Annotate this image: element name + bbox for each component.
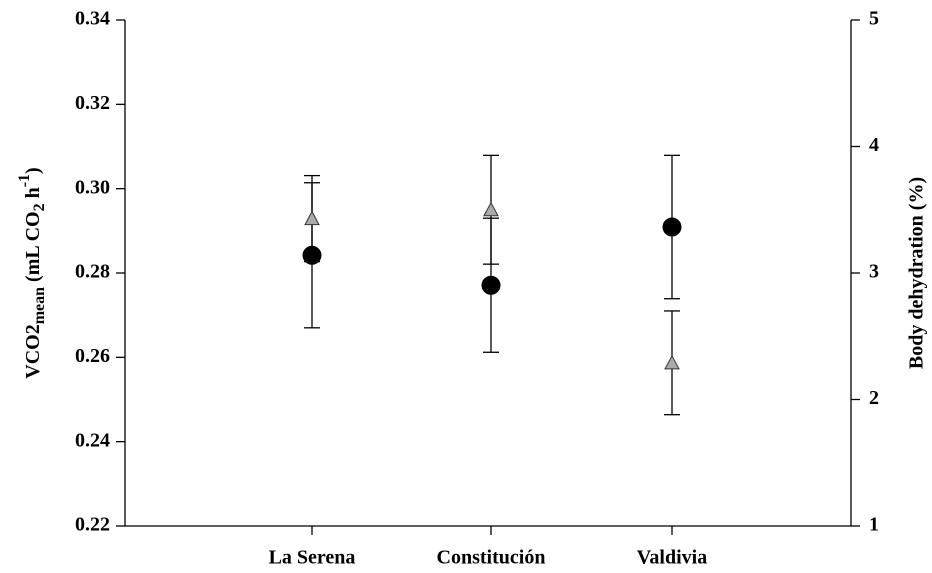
- y2-tick-label: 4: [869, 134, 879, 156]
- x-tick-label: Valdivia: [637, 547, 707, 569]
- x-tick-label: La Serena: [269, 547, 356, 569]
- y2-tick-label: 5: [869, 8, 879, 30]
- y2-tick-label: 3: [869, 261, 879, 283]
- y-tick-label: 0.22: [75, 514, 110, 536]
- y-tick-label: 0.32: [75, 92, 110, 114]
- point: [664, 354, 680, 370]
- point: [483, 201, 499, 217]
- y2-tick-label: 2: [869, 387, 879, 409]
- y-tick-label: 0.30: [75, 176, 110, 198]
- point: [304, 210, 320, 226]
- y-tick-label: 0.34: [75, 8, 110, 30]
- x-tick-label: Constitución: [437, 547, 546, 569]
- y-tick-label: 0.26: [75, 345, 110, 367]
- y-axis-label: VCO2mean (mL CO2 h-1): [16, 167, 48, 378]
- point: [481, 275, 501, 295]
- y2-tick-label: 1: [869, 514, 879, 536]
- point: [662, 217, 682, 237]
- y2-axis-label: Body dehydration (%): [906, 177, 928, 369]
- y-tick-label: 0.28: [75, 261, 110, 283]
- y-tick-label: 0.24: [75, 429, 110, 451]
